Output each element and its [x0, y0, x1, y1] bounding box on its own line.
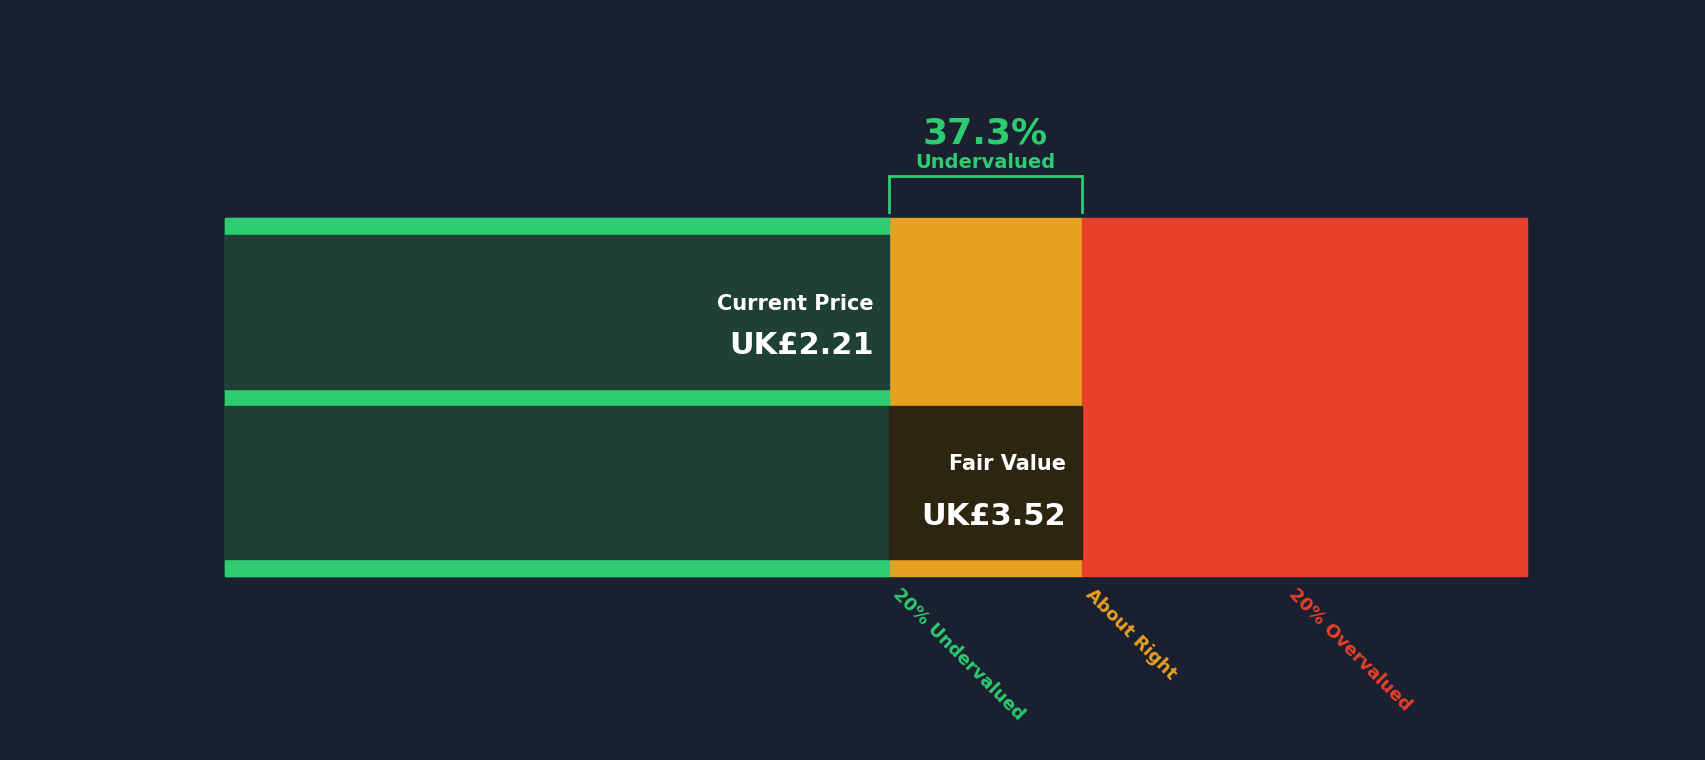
Text: UK£2.21: UK£2.21: [728, 331, 873, 360]
Text: Undervalued: Undervalued: [914, 153, 1055, 172]
Bar: [225, 389, 888, 406]
Text: 37.3%: 37.3%: [922, 116, 1047, 150]
Text: Current Price: Current Price: [716, 294, 873, 315]
Bar: [225, 218, 888, 576]
Text: 20% Undervalued: 20% Undervalued: [888, 585, 1026, 724]
Text: Fair Value: Fair Value: [948, 454, 1066, 474]
Bar: [888, 406, 1081, 559]
Bar: [888, 218, 1081, 576]
Text: 20% Overvalued: 20% Overvalued: [1284, 585, 1413, 715]
Bar: [1081, 218, 1526, 576]
Bar: [225, 218, 888, 235]
Text: About Right: About Right: [1081, 585, 1178, 683]
Bar: [225, 235, 888, 389]
Bar: [225, 406, 888, 559]
Text: UK£3.52: UK£3.52: [921, 502, 1066, 530]
Bar: [225, 559, 888, 576]
